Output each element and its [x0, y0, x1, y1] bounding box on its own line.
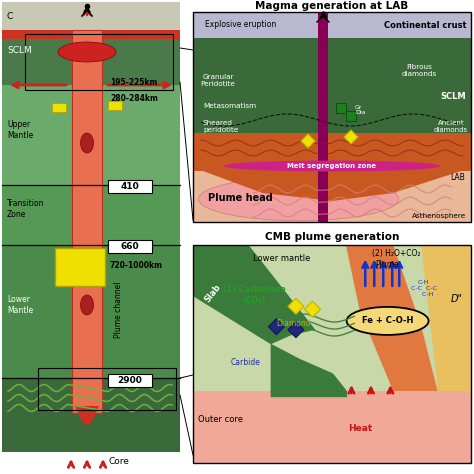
- Ellipse shape: [346, 307, 428, 335]
- Text: Core: Core: [109, 457, 130, 466]
- Text: 720-1000km: 720-1000km: [110, 261, 163, 270]
- Polygon shape: [346, 245, 438, 391]
- Text: Carbide: Carbide: [231, 358, 261, 367]
- FancyBboxPatch shape: [108, 240, 152, 253]
- FancyBboxPatch shape: [2, 30, 180, 39]
- Text: Upper
Mantle: Upper Mantle: [7, 120, 33, 140]
- FancyBboxPatch shape: [108, 101, 122, 110]
- FancyBboxPatch shape: [318, 12, 328, 222]
- Polygon shape: [421, 245, 471, 391]
- Text: C: C: [7, 11, 13, 20]
- Text: Plume channel: Plume channel: [114, 282, 123, 338]
- Text: (2) H₂O+CO₂: (2) H₂O+CO₂: [372, 249, 420, 258]
- Text: Heat: Heat: [347, 424, 372, 433]
- FancyBboxPatch shape: [2, 85, 180, 185]
- Text: Melt segregation zone: Melt segregation zone: [287, 163, 376, 169]
- Ellipse shape: [58, 42, 116, 62]
- FancyBboxPatch shape: [2, 2, 180, 30]
- Text: 280-284km: 280-284km: [110, 93, 158, 102]
- FancyBboxPatch shape: [193, 171, 471, 222]
- Ellipse shape: [199, 177, 399, 221]
- FancyBboxPatch shape: [52, 103, 66, 112]
- Text: Asthenosphere: Asthenosphere: [412, 213, 466, 219]
- FancyBboxPatch shape: [108, 180, 152, 193]
- Polygon shape: [288, 298, 304, 314]
- Text: 195-225km: 195-225km: [110, 78, 157, 86]
- FancyBboxPatch shape: [2, 30, 180, 85]
- Polygon shape: [301, 134, 315, 148]
- Text: CMB plume generation: CMB plume generation: [265, 232, 399, 242]
- Polygon shape: [203, 171, 461, 201]
- Polygon shape: [75, 406, 99, 426]
- Text: (1) Carbonate
(CO₂): (1) Carbonate (CO₂): [223, 285, 285, 305]
- FancyBboxPatch shape: [193, 38, 471, 133]
- Text: Plume head: Plume head: [208, 192, 273, 202]
- FancyBboxPatch shape: [55, 248, 105, 286]
- Text: Fibrous
diamonds: Fibrous diamonds: [401, 64, 437, 76]
- FancyBboxPatch shape: [72, 30, 102, 413]
- Text: SCLM: SCLM: [440, 91, 466, 100]
- Text: Metasomatism: Metasomatism: [203, 103, 256, 109]
- Polygon shape: [193, 245, 315, 344]
- Polygon shape: [268, 319, 284, 335]
- FancyBboxPatch shape: [193, 391, 471, 463]
- FancyBboxPatch shape: [193, 12, 471, 38]
- Text: SCLM: SCLM: [7, 46, 32, 55]
- Ellipse shape: [81, 133, 93, 153]
- Text: D": D": [451, 294, 463, 304]
- Text: Transition
Zone: Transition Zone: [7, 199, 45, 219]
- FancyBboxPatch shape: [108, 374, 152, 387]
- Ellipse shape: [81, 295, 93, 315]
- Text: Magma generation at LAB: Magma generation at LAB: [255, 1, 409, 11]
- Text: Lower
Mantle: Lower Mantle: [7, 295, 33, 315]
- Text: 410: 410: [120, 182, 139, 191]
- Text: 2900: 2900: [118, 376, 143, 385]
- Text: Sheared
peridotite: Sheared peridotite: [203, 119, 238, 133]
- Text: Slab: Slab: [202, 282, 222, 304]
- Text: Continental crust: Continental crust: [384, 20, 467, 29]
- FancyBboxPatch shape: [2, 245, 180, 378]
- Text: Gr
Dia: Gr Dia: [355, 105, 365, 115]
- Polygon shape: [344, 130, 358, 144]
- FancyBboxPatch shape: [2, 378, 180, 452]
- Text: 660: 660: [121, 242, 139, 251]
- Ellipse shape: [224, 161, 440, 172]
- FancyBboxPatch shape: [193, 245, 471, 391]
- Text: LAB: LAB: [450, 173, 465, 182]
- Text: Diamond: Diamond: [276, 319, 310, 328]
- Text: Lower mantle: Lower mantle: [253, 254, 310, 263]
- Text: Fe + C-O-H: Fe + C-O-H: [362, 317, 413, 326]
- Polygon shape: [288, 322, 304, 337]
- Text: Explosive eruption: Explosive eruption: [205, 19, 276, 28]
- FancyBboxPatch shape: [2, 185, 180, 245]
- Text: C-H
C-C  C-C
    C-H: C-H C-C C-C C-H: [411, 280, 437, 297]
- FancyBboxPatch shape: [336, 103, 346, 113]
- Text: Ancient
diamonds: Ancient diamonds: [434, 119, 468, 133]
- FancyBboxPatch shape: [193, 133, 471, 171]
- FancyBboxPatch shape: [346, 111, 356, 121]
- Polygon shape: [304, 301, 320, 317]
- Text: Granular
Peridotite: Granular Peridotite: [201, 73, 236, 86]
- Text: Plume: Plume: [376, 260, 400, 269]
- Text: Outer core: Outer core: [198, 415, 243, 424]
